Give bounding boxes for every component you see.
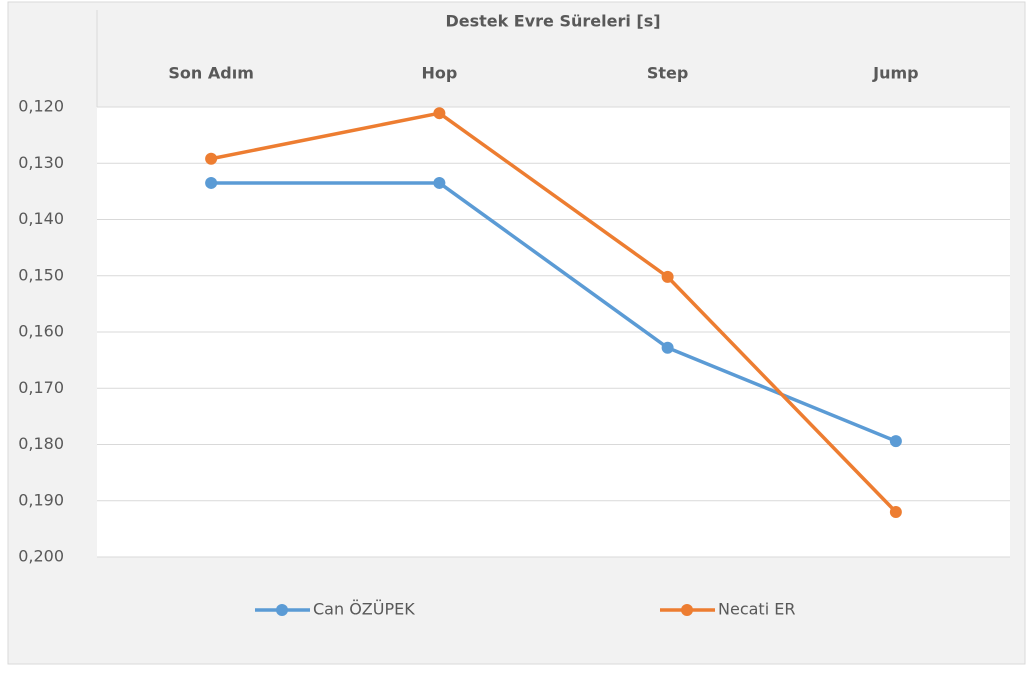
y-tick-label: 0,150: [18, 265, 64, 284]
legend-label: Can ÖZÜPEK: [313, 600, 415, 619]
legend-label: Necati ER: [718, 600, 795, 619]
x-tick-label: Hop: [421, 64, 457, 83]
data-point: [889, 506, 902, 518]
y-tick-label: 0,190: [18, 490, 64, 509]
y-tick-label: 0,140: [18, 209, 64, 228]
series-line: [210, 111, 898, 514]
data-point: [889, 435, 902, 448]
chart-title: Destek Evre Süreleri [s]: [445, 12, 660, 31]
x-tick-label: Step: [647, 64, 688, 83]
data-point: [433, 107, 446, 120]
data-point: [433, 176, 446, 189]
y-tick-label: 0,170: [18, 378, 64, 397]
data-point: [661, 341, 674, 354]
data-point: [205, 152, 218, 165]
x-tick-label: Son Adım: [168, 64, 253, 83]
y-tick-label: 0,160: [18, 322, 64, 341]
data-point: [661, 270, 674, 283]
y-tick-label: 0,180: [18, 434, 64, 453]
y-tick-label: 0,200: [18, 547, 64, 566]
legend-marker: [681, 604, 693, 616]
y-tick-label: 0,130: [18, 153, 64, 172]
x-tick-label: Jump: [872, 64, 918, 83]
legend-marker: [276, 604, 288, 616]
y-tick-label: 0,120: [18, 97, 64, 116]
data-point: [205, 176, 218, 189]
